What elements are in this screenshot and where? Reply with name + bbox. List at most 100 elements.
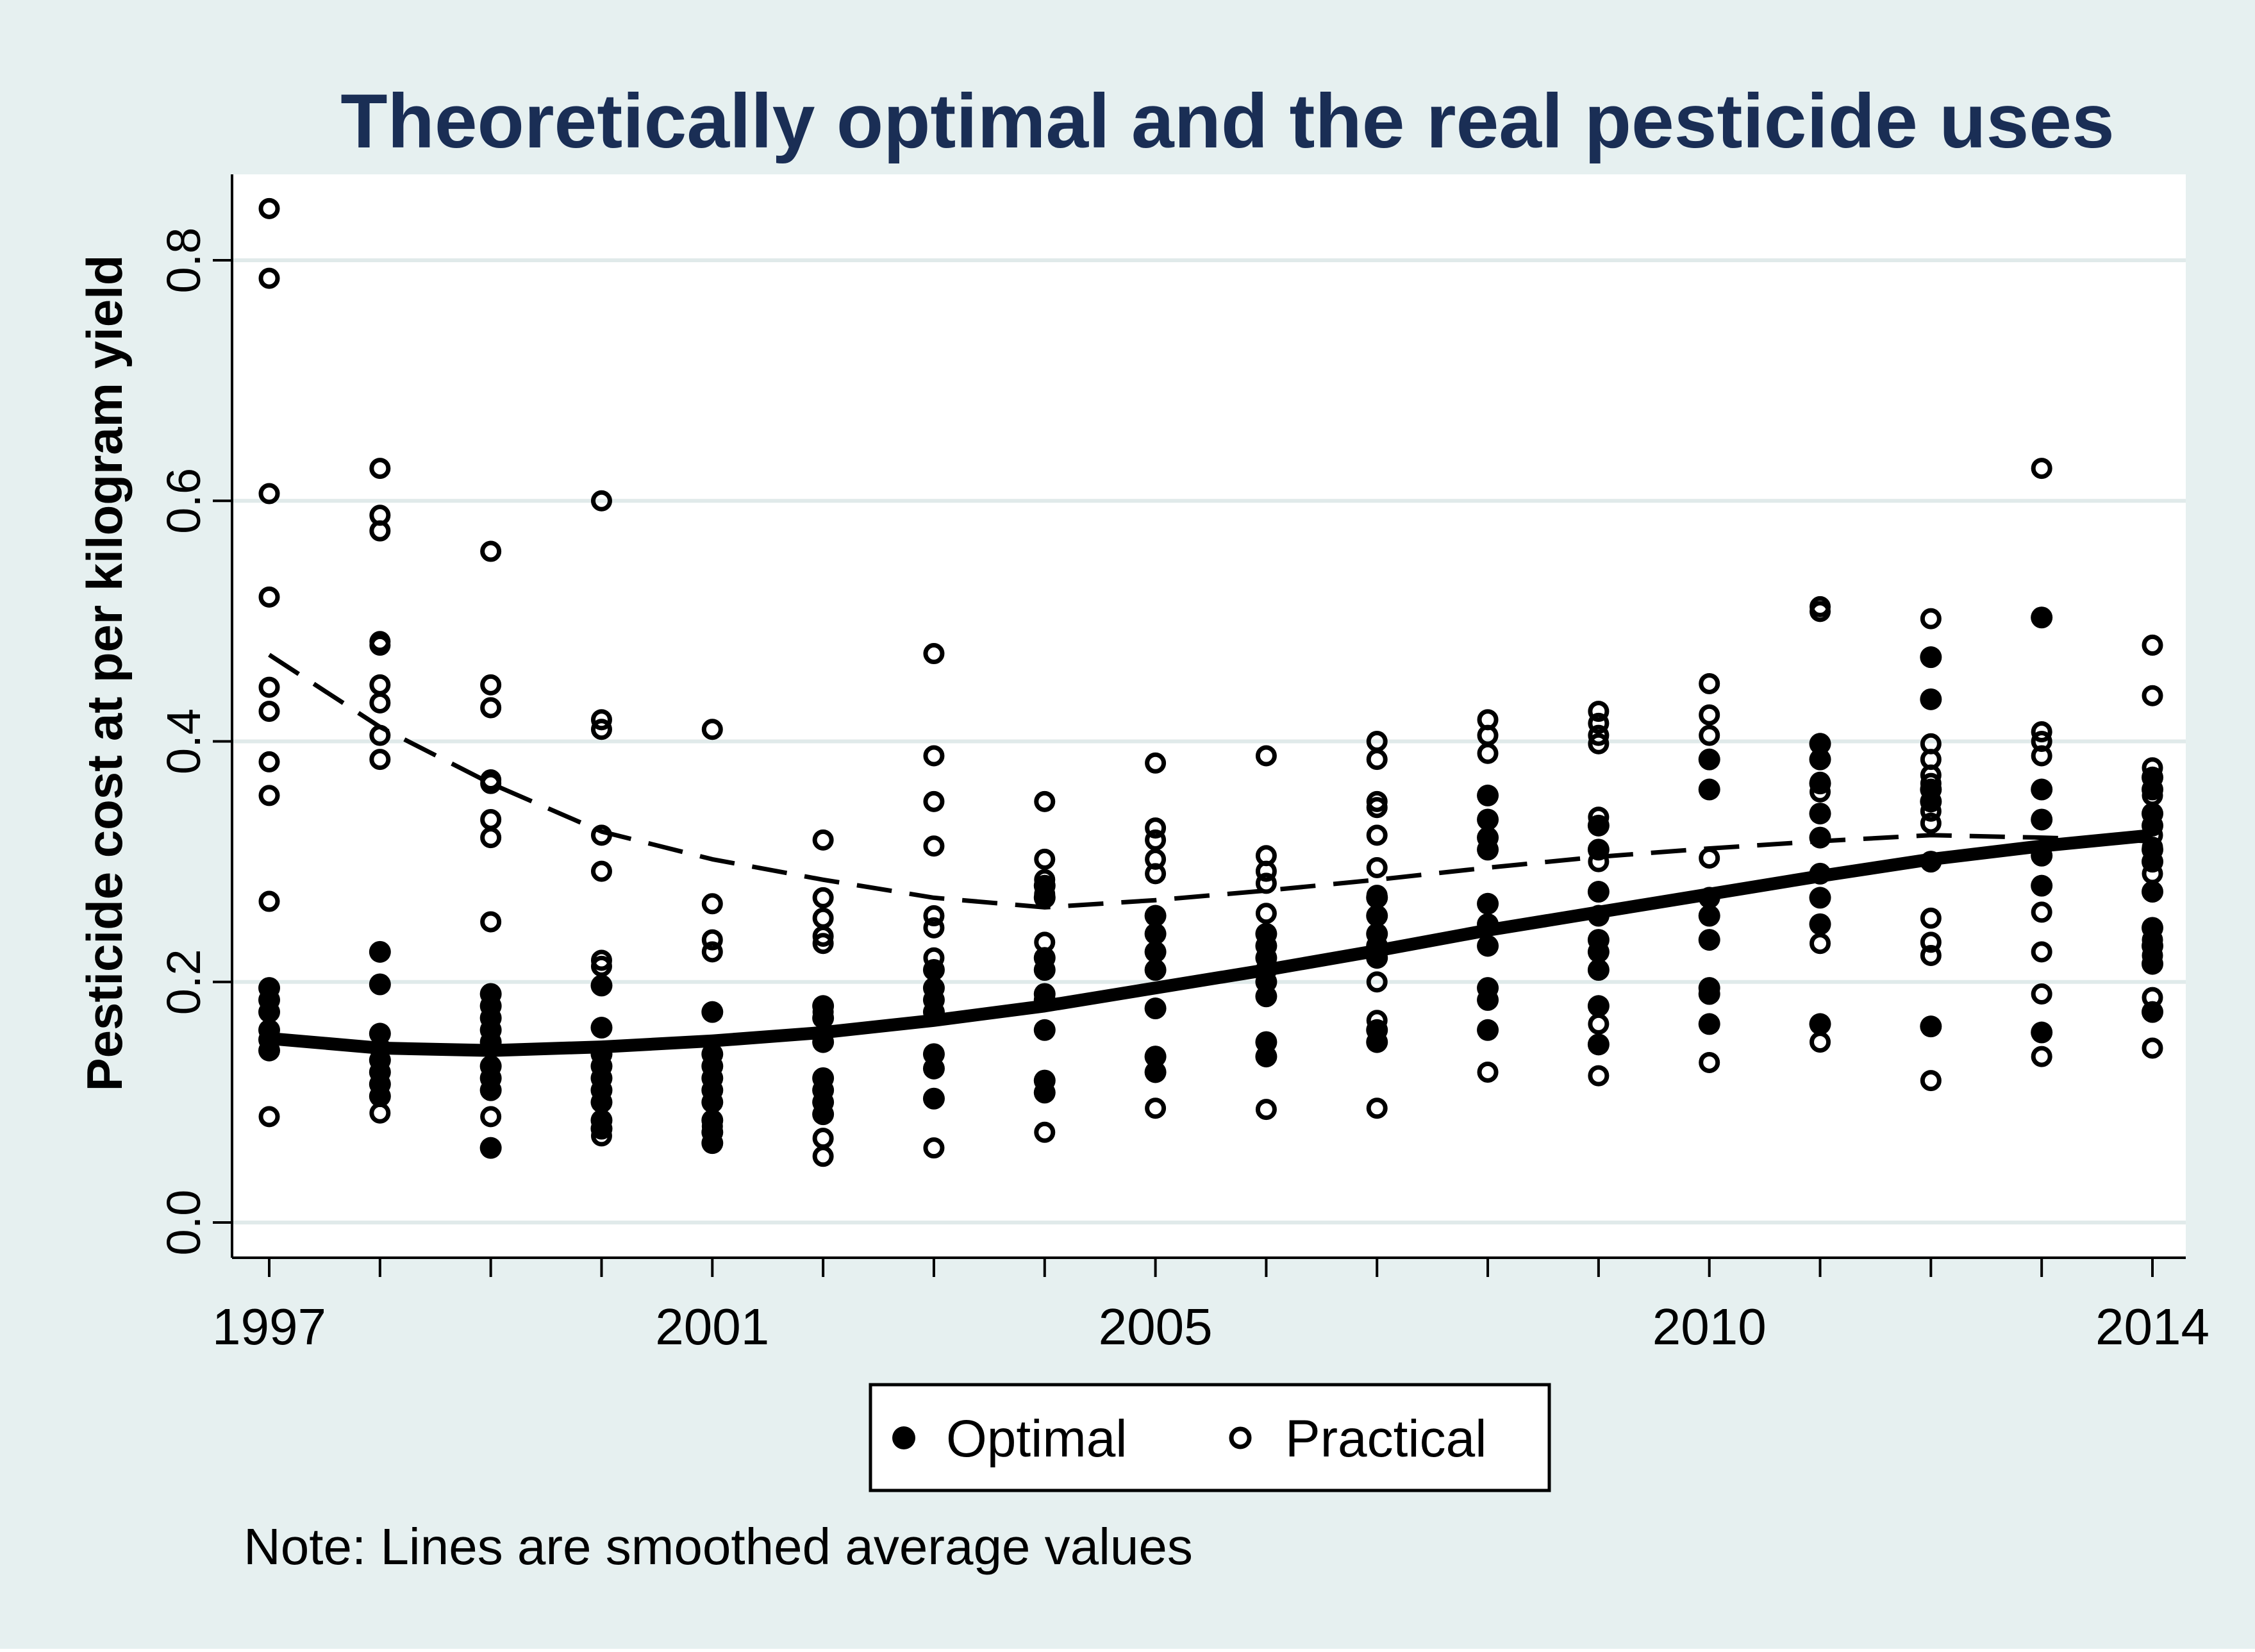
legend-label-optimal: Optimal	[946, 1410, 1128, 1468]
point-practical	[480, 1106, 502, 1128]
point-optimal	[1698, 1013, 1720, 1035]
point-practical	[1588, 1065, 1610, 1087]
point-practical	[1145, 863, 1167, 885]
point-practical	[1920, 772, 1942, 794]
point-optimal	[1698, 778, 1720, 801]
point-optimal	[812, 1007, 835, 1030]
point-practical	[2031, 1046, 2052, 1067]
data-points	[258, 197, 2163, 1167]
point-practical	[258, 751, 280, 772]
point-practical	[923, 1137, 945, 1159]
point-practical	[590, 955, 612, 977]
point-practical	[2142, 785, 2163, 806]
point-optimal	[1477, 913, 1499, 935]
legend-marker-practical	[1229, 1426, 1252, 1449]
point-optimal	[1809, 733, 1831, 755]
point-practical	[1145, 829, 1167, 851]
point-practical	[1810, 1031, 1831, 1053]
point-practical	[258, 785, 280, 806]
point-practical	[1366, 1097, 1388, 1119]
point-practical	[923, 947, 945, 969]
legend-box	[869, 1383, 1551, 1492]
point-optimal	[2031, 606, 2053, 629]
point-practical	[1588, 733, 1610, 755]
x-tick-label: 1997	[212, 1298, 326, 1355]
point-practical	[1699, 704, 1720, 726]
point-practical	[1920, 1070, 1942, 1092]
point-optimal	[2031, 844, 2053, 867]
point-optimal	[1033, 989, 1056, 1011]
point-practical	[1366, 797, 1388, 819]
point-practical	[369, 749, 391, 771]
point-optimal	[922, 1087, 945, 1110]
point-optimal	[590, 974, 613, 997]
point-practical	[1810, 601, 1831, 622]
point-optimal	[1477, 808, 1499, 831]
point-practical	[923, 745, 945, 767]
optimal-smoothed-line	[269, 828, 2153, 1057]
point-optimal	[701, 1132, 724, 1155]
point-practical	[1366, 1010, 1388, 1031]
point-optimal	[369, 1085, 391, 1107]
point-optimal	[1809, 803, 1831, 825]
point-optimal	[1366, 947, 1388, 969]
point-practical	[812, 1001, 834, 1023]
point-optimal	[369, 973, 391, 996]
point-optimal	[258, 1039, 280, 1062]
point-practical	[2031, 983, 2052, 1005]
point-practical	[590, 860, 612, 882]
point-practical	[1034, 931, 1056, 953]
point-optimal	[2031, 808, 2053, 831]
point-practical	[258, 267, 280, 289]
point-practical	[1145, 817, 1167, 839]
point-optimal	[1809, 913, 1831, 935]
point-optimal	[701, 1001, 724, 1023]
point-optimal	[1366, 905, 1388, 927]
point-practical	[1588, 712, 1610, 734]
point-practical	[369, 520, 391, 542]
point-practical	[2031, 721, 2052, 742]
point-practical	[1477, 742, 1499, 764]
y-tick-label: 0.0	[157, 1190, 210, 1256]
point-optimal	[1698, 905, 1720, 927]
point-practical	[701, 941, 723, 963]
point-practical	[590, 1125, 612, 1147]
point-practical	[590, 709, 612, 731]
point-optimal	[1920, 688, 1942, 710]
point-optimal	[812, 1031, 835, 1053]
point-practical	[258, 676, 280, 698]
point-practical	[2031, 745, 2052, 767]
point-practical	[2142, 634, 2163, 656]
point-practical	[1920, 931, 1942, 953]
point-practical	[923, 643, 945, 665]
point-optimal	[1033, 958, 1056, 981]
point-optimal	[1477, 1019, 1499, 1041]
point-practical	[923, 917, 945, 939]
point-practical	[480, 674, 502, 696]
point-practical	[369, 634, 391, 656]
point-optimal	[2142, 881, 2163, 903]
point-optimal	[1698, 929, 1720, 951]
x-tick-label: 2005	[1099, 1298, 1213, 1355]
point-practical	[1477, 1061, 1499, 1083]
point-optimal	[1366, 1031, 1388, 1053]
legend-marker-optimal	[892, 1426, 915, 1449]
point-optimal	[1809, 887, 1831, 909]
point-practical	[812, 1146, 834, 1167]
point-practical	[1920, 608, 1942, 630]
axes: 0.0 0.2 0.4 0.6 0.8 1997 2001 2005 2010 2014	[157, 174, 2209, 1355]
chart-note: Note: Lines are smoothed average values	[244, 1518, 1193, 1575]
point-optimal	[1587, 905, 1610, 927]
smoothed-lines	[268, 653, 2153, 1057]
point-optimal	[1477, 935, 1499, 957]
point-practical	[812, 933, 834, 955]
point-practical	[2031, 901, 2052, 923]
point-practical	[923, 835, 945, 857]
point-practical	[369, 458, 391, 480]
point-practical	[923, 905, 945, 927]
point-practical	[1255, 745, 1277, 767]
point-optimal	[922, 1057, 945, 1080]
point-practical	[2142, 944, 2163, 966]
point-practical	[1255, 903, 1277, 924]
